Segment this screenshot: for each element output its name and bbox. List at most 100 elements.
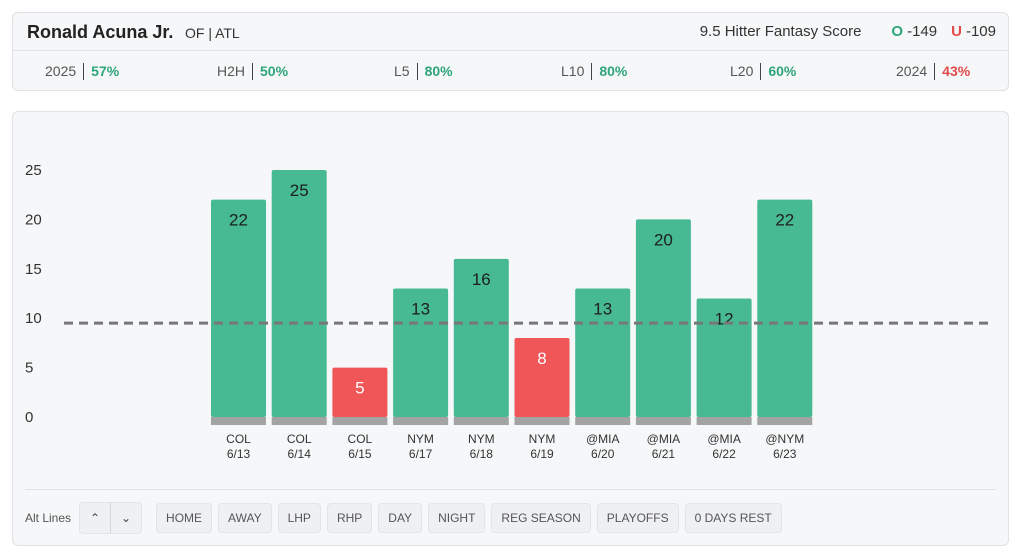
stat-label: 2024 bbox=[896, 63, 936, 80]
filter-chip-reg-season[interactable]: REG SEASON bbox=[491, 503, 591, 533]
player-header-card: Ronald Acuna Jr. OF | ATL 9.5 Hitter Fan… bbox=[12, 12, 1009, 91]
bar[interactable] bbox=[514, 337, 570, 417]
bar-base bbox=[575, 417, 631, 425]
filter-chip-playoffs[interactable]: PLAYOFFS bbox=[596, 503, 679, 533]
x-tick-date: 6/23 bbox=[773, 447, 797, 461]
over-letter: O bbox=[891, 23, 904, 40]
y-tick-label: 15 bbox=[25, 261, 42, 278]
player-name: Ronald Acuna Jr. bbox=[27, 22, 174, 42]
bar-value-label: 13 bbox=[411, 300, 430, 319]
bar-base bbox=[393, 417, 449, 425]
y-tick-label: 5 bbox=[25, 360, 33, 377]
hit-rate-stats-row: 2025 57% H2H 50% L5 80% L10 80% L20 60% … bbox=[13, 51, 1008, 92]
over-odds-value: -149 bbox=[907, 23, 938, 40]
x-tick-opponent: NYM bbox=[468, 432, 495, 446]
stat-value: 43% bbox=[942, 63, 971, 79]
filter-chip-night[interactable]: NIGHT bbox=[428, 503, 486, 533]
stat-value: 80% bbox=[424, 63, 453, 79]
bar[interactable] bbox=[696, 298, 752, 417]
bar[interactable] bbox=[211, 199, 266, 417]
under-odds[interactable]: U -109 bbox=[951, 23, 996, 40]
bar-base bbox=[635, 417, 691, 425]
filter-chip-rhp[interactable]: RHP bbox=[326, 503, 373, 533]
bar-base bbox=[271, 417, 327, 425]
x-tick-date: 6/18 bbox=[470, 447, 494, 461]
stat-label: 2025 bbox=[45, 63, 85, 80]
chevron-down-icon: ⌄ bbox=[121, 511, 132, 525]
x-tick-date: 6/20 bbox=[591, 447, 615, 461]
y-tick-label: 25 bbox=[25, 162, 42, 179]
bar-value-label: 20 bbox=[654, 230, 673, 249]
x-tick-date: 6/19 bbox=[530, 447, 554, 461]
stat-2025[interactable]: 2025 57% bbox=[45, 63, 119, 80]
bar[interactable] bbox=[575, 288, 631, 417]
x-tick-opponent: @MIA bbox=[647, 432, 681, 446]
bar[interactable] bbox=[453, 258, 509, 417]
stat-label: H2H bbox=[217, 63, 254, 80]
x-tick-date: 6/15 bbox=[348, 447, 372, 461]
alt-line-down-button[interactable]: ⌄ bbox=[110, 503, 141, 533]
bar-value-label: 22 bbox=[775, 211, 794, 230]
game-log-bar-chart: 051015202522COL6/1325COL6/145COL6/1513NY… bbox=[25, 162, 993, 461]
filter-bar: Alt Lines ⌃ ⌄ HOME AWAY LHP RHP DAY NIGH… bbox=[25, 502, 788, 534]
alt-line-up-button[interactable]: ⌃ bbox=[80, 503, 110, 533]
x-tick-date: 6/14 bbox=[288, 447, 312, 461]
bar-base bbox=[696, 417, 752, 425]
bar-base bbox=[757, 417, 813, 425]
player-header-top: Ronald Acuna Jr. OF | ATL 9.5 Hitter Fan… bbox=[13, 13, 1008, 51]
stat-value: 60% bbox=[768, 63, 797, 79]
x-tick-date: 6/22 bbox=[712, 447, 736, 461]
bar-base bbox=[514, 417, 570, 425]
bar-value-label: 22 bbox=[229, 211, 248, 230]
x-tick-opponent: @MIA bbox=[586, 432, 620, 446]
stat-value: 57% bbox=[91, 63, 120, 79]
x-tick-date: 6/13 bbox=[227, 447, 251, 461]
alt-lines-stepper: ⌃ ⌄ bbox=[79, 502, 143, 534]
game-log-chart-card: 0 5 10 15 20 25 22 COL 6/13 25 COL 6/14 5 COL 6/15 13 NY… bbox=[12, 111, 1009, 546]
stat-value: 50% bbox=[260, 63, 289, 79]
x-tick-opponent: @MIA bbox=[707, 432, 741, 446]
filter-chip-lhp[interactable]: LHP bbox=[277, 503, 321, 533]
under-odds-value: -109 bbox=[965, 23, 996, 40]
stat-value: 80% bbox=[599, 63, 628, 79]
filter-chip-day[interactable]: DAY bbox=[378, 503, 423, 533]
stat-l20[interactable]: L20 60% bbox=[730, 63, 796, 80]
stat-h2h[interactable]: H2H 50% bbox=[217, 63, 288, 80]
bar-value-label: 8 bbox=[537, 349, 546, 368]
over-odds[interactable]: O -149 bbox=[891, 23, 937, 40]
prop-line-label: 9.5 Hitter Fantasy Score bbox=[699, 23, 862, 40]
bar-value-label: 12 bbox=[715, 309, 734, 328]
bar[interactable] bbox=[393, 288, 449, 417]
bar-value-label: 13 bbox=[593, 300, 612, 319]
x-tick-opponent: COL bbox=[348, 432, 373, 446]
bar-base bbox=[211, 417, 266, 425]
filter-chip-days-rest[interactable]: 0 DAYS REST bbox=[684, 503, 782, 533]
bar[interactable] bbox=[271, 170, 327, 417]
stat-label: L10 bbox=[561, 63, 593, 80]
y-tick-label: 0 bbox=[25, 409, 33, 426]
y-tick-label: 20 bbox=[25, 211, 42, 228]
stat-label: L5 bbox=[394, 63, 418, 80]
prop-line-block: 9.5 Hitter Fantasy Score O -149 U -109 bbox=[700, 23, 996, 40]
stat-2024[interactable]: 2024 43% bbox=[896, 63, 970, 80]
player-position-team: OF | ATL bbox=[185, 25, 240, 41]
bar[interactable] bbox=[635, 219, 691, 417]
bar[interactable] bbox=[757, 199, 813, 417]
x-tick-opponent: COL bbox=[287, 432, 312, 446]
x-tick-opponent: COL bbox=[226, 432, 251, 446]
filter-chip-home[interactable]: HOME bbox=[156, 503, 213, 533]
stat-label: L20 bbox=[730, 63, 762, 80]
x-tick-date: 6/21 bbox=[652, 447, 676, 461]
x-tick-date: 6/17 bbox=[409, 447, 433, 461]
x-tick-opponent: @NYM bbox=[765, 432, 804, 446]
stat-l5[interactable]: L5 80% bbox=[394, 63, 453, 80]
bar-base bbox=[453, 417, 509, 425]
bar-value-label: 25 bbox=[290, 181, 309, 200]
chevron-up-icon: ⌃ bbox=[90, 511, 101, 525]
alt-lines-label: Alt Lines bbox=[25, 511, 72, 525]
x-tick-opponent: NYM bbox=[529, 432, 556, 446]
filter-chip-away[interactable]: AWAY bbox=[218, 503, 272, 533]
bar[interactable] bbox=[332, 367, 388, 417]
filter-divider bbox=[25, 489, 996, 490]
stat-l10[interactable]: L10 80% bbox=[561, 63, 627, 80]
